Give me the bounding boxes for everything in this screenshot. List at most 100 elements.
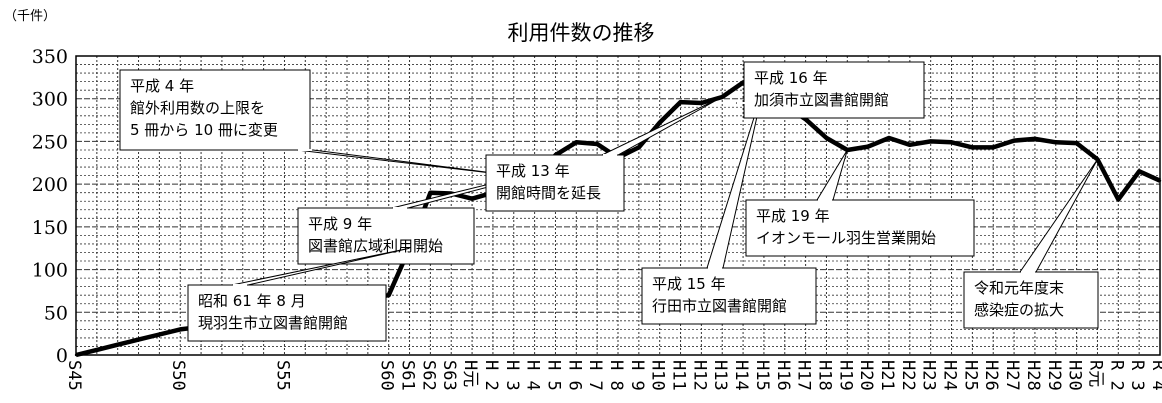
x-tick-label: R元 bbox=[1085, 360, 1105, 387]
data-point bbox=[1158, 179, 1162, 182]
data-point bbox=[929, 140, 932, 143]
data-point bbox=[887, 136, 891, 140]
axes: 0 50 100 150 200 250 300 350 S45 S50 S55 S60 S61 S62 S… bbox=[32, 46, 1162, 391]
x-tick-label: H 2 bbox=[481, 360, 501, 391]
annotation-text: 感染症の拡大 bbox=[974, 301, 1064, 319]
callout-box bbox=[119, 69, 311, 151]
annotation-text: 加須市立図書館開館 bbox=[754, 91, 889, 109]
callout-box bbox=[745, 199, 975, 257]
y-tick-label: 50 bbox=[44, 302, 68, 324]
x-tick-label: H 7 bbox=[585, 360, 605, 391]
annotation-text: 令和元年度末 bbox=[974, 279, 1064, 297]
x-tick-label: H24 bbox=[940, 360, 960, 391]
data-point bbox=[950, 141, 953, 144]
x-tick-label: H19 bbox=[835, 360, 855, 391]
x-tick-label: H27 bbox=[1002, 360, 1022, 391]
y-tick-label: 200 bbox=[32, 174, 68, 196]
x-tick-label: H30 bbox=[1065, 360, 1085, 391]
data-point bbox=[95, 348, 99, 352]
annotation-text: 平成 16 年 bbox=[754, 69, 828, 87]
x-tick-label: H26 bbox=[981, 360, 1001, 391]
x-tick-label: R 2 bbox=[1106, 360, 1126, 391]
y-tick-label: 350 bbox=[32, 46, 68, 68]
x-tick-label: H10 bbox=[648, 360, 668, 391]
callout-box bbox=[297, 207, 475, 265]
data-point bbox=[74, 353, 78, 357]
x-tick-label: S60 bbox=[377, 360, 397, 391]
x-tick-label: H 5 bbox=[543, 360, 563, 391]
data-point bbox=[470, 197, 474, 200]
x-tick-label: H 3 bbox=[502, 360, 522, 391]
annotation-text: 昭和 61 年 8 月 bbox=[198, 292, 306, 310]
data-point bbox=[387, 294, 390, 297]
annotation-text: 図書館広域利用開始 bbox=[308, 237, 443, 255]
data-point bbox=[658, 121, 661, 124]
x-tick-label: H 9 bbox=[627, 360, 647, 391]
data-point bbox=[1012, 139, 1016, 142]
callout-box bbox=[187, 284, 387, 342]
x-tick-label: H22 bbox=[898, 360, 918, 391]
callout-box bbox=[641, 267, 817, 325]
data-point bbox=[575, 141, 578, 144]
data-point bbox=[1033, 137, 1037, 141]
callout-box bbox=[963, 271, 1099, 329]
data-point bbox=[700, 101, 703, 105]
data-point bbox=[1054, 141, 1057, 144]
annotation-text: 現羽生市立図書館開館 bbox=[198, 314, 348, 332]
x-tick-label: H 6 bbox=[564, 360, 584, 391]
x-tick-label: H元 bbox=[460, 360, 480, 387]
data-point bbox=[804, 118, 807, 121]
data-point bbox=[908, 143, 912, 147]
x-tick-label: S55 bbox=[272, 360, 292, 391]
data-point bbox=[116, 343, 119, 346]
x-tick-label: H20 bbox=[856, 360, 876, 391]
x-tick-label: H28 bbox=[1023, 360, 1043, 391]
data-point bbox=[866, 145, 870, 148]
x-tick-label: S63 bbox=[439, 360, 459, 391]
y-tick-label: 300 bbox=[32, 89, 68, 111]
data-point bbox=[971, 146, 974, 149]
x-tick-label: H 8 bbox=[606, 360, 626, 391]
x-tick-label: H29 bbox=[1044, 360, 1064, 391]
x-tick-label: H21 bbox=[877, 360, 897, 391]
annotation-text: イオンモール羽生営業開始 bbox=[756, 229, 936, 247]
annotation-text: 5 冊から 10 冊に変更 bbox=[130, 121, 278, 139]
x-tick-label: H25 bbox=[960, 360, 980, 391]
annotation-text: 平成 15 年 bbox=[652, 275, 726, 293]
x-tick-label: H23 bbox=[919, 360, 939, 391]
callout-box bbox=[485, 154, 625, 212]
data-point bbox=[1117, 198, 1120, 201]
callout-box bbox=[743, 61, 925, 119]
y-tick-label: 100 bbox=[32, 260, 68, 282]
data-point bbox=[158, 333, 161, 336]
x-tick-label: R 4 bbox=[1148, 360, 1162, 391]
x-tick-label: H13 bbox=[710, 360, 730, 391]
y-tick-label: 0 bbox=[56, 345, 68, 367]
y-tick-label: 250 bbox=[32, 131, 68, 153]
x-tick-label: H15 bbox=[752, 360, 772, 391]
data-point bbox=[1137, 170, 1141, 173]
x-tick-label: H 4 bbox=[523, 360, 543, 391]
annotation-text: 行田市立図書館開館 bbox=[652, 297, 787, 315]
annotation-text: 開館時間を延長 bbox=[496, 184, 601, 202]
data-point bbox=[595, 142, 599, 146]
x-tick-label: H12 bbox=[689, 360, 709, 391]
x-tick-label: H11 bbox=[669, 360, 689, 391]
annotation-text: 館外利用数の上限を bbox=[130, 99, 265, 117]
data-point bbox=[429, 191, 432, 194]
x-tick-label: H18 bbox=[814, 360, 834, 391]
x-tick-label: S62 bbox=[418, 360, 438, 391]
x-tick-label: H17 bbox=[794, 360, 814, 391]
y-unit-label: （千件） bbox=[4, 9, 56, 24]
annotation-text: 平成 19 年 bbox=[756, 207, 830, 225]
x-tick-label: S45 bbox=[64, 360, 84, 391]
annotation-text: 平成 4 年 bbox=[130, 77, 194, 95]
data-point bbox=[137, 338, 140, 341]
y-tick-label: 150 bbox=[32, 217, 68, 239]
data-point bbox=[679, 100, 682, 104]
x-tick-label: H16 bbox=[773, 360, 793, 391]
annotation-text: 平成 13 年 bbox=[496, 162, 570, 180]
annotation-text: 平成 9 年 bbox=[308, 215, 372, 233]
